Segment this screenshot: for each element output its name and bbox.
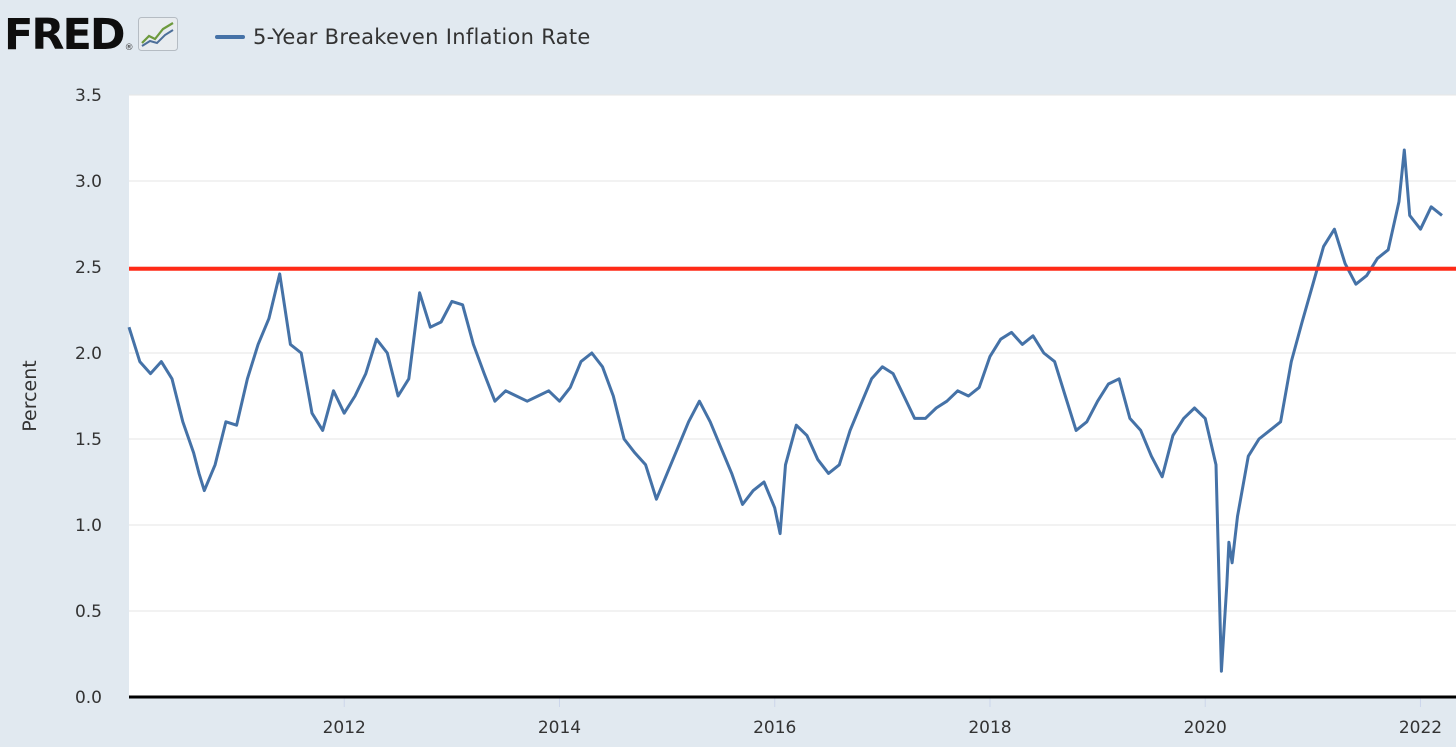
x-tick-label: 2018 bbox=[968, 718, 1011, 738]
x-tick-label: 2012 bbox=[323, 718, 366, 738]
legend-swatch bbox=[215, 35, 245, 39]
y-axis-ticks: 0.0 0.5 1.0 1.5 2.0 2.5 3.0 3.5 bbox=[75, 86, 102, 708]
legend[interactable]: 5-Year Breakeven Inflation Rate bbox=[215, 25, 591, 49]
fred-logo[interactable]: FRED ® bbox=[4, 14, 178, 57]
y-tick-label: 1.5 bbox=[75, 430, 102, 450]
y-tick-label: 3.0 bbox=[75, 172, 102, 192]
fred-logo-text: FRED bbox=[4, 10, 126, 60]
y-tick-label: 2.0 bbox=[75, 344, 102, 364]
y-tick-label: 0.5 bbox=[75, 602, 102, 622]
x-tick-label: 2020 bbox=[1184, 718, 1227, 738]
y-tick-label: 1.0 bbox=[75, 516, 102, 536]
y-tick-label: 3.5 bbox=[75, 86, 102, 106]
x-tick-label: 2014 bbox=[538, 718, 581, 738]
y-tick-label: 0.0 bbox=[75, 688, 102, 708]
y-tick-label: 2.5 bbox=[75, 258, 102, 278]
plot-area bbox=[129, 95, 1456, 697]
series-line-5y-breakeven[interactable] bbox=[127, 148, 1443, 673]
x-tick-label: 2022 bbox=[1399, 718, 1442, 738]
registered-mark: ® bbox=[124, 43, 134, 53]
line-graph-icon bbox=[137, 16, 178, 55]
x-tick-label: 2016 bbox=[753, 718, 796, 738]
legend-label: 5-Year Breakeven Inflation Rate bbox=[253, 25, 591, 49]
y-axis-title: Percent bbox=[19, 360, 41, 432]
x-axis-ticks: 2012 2014 2016 2018 2020 2022 bbox=[323, 697, 1442, 738]
